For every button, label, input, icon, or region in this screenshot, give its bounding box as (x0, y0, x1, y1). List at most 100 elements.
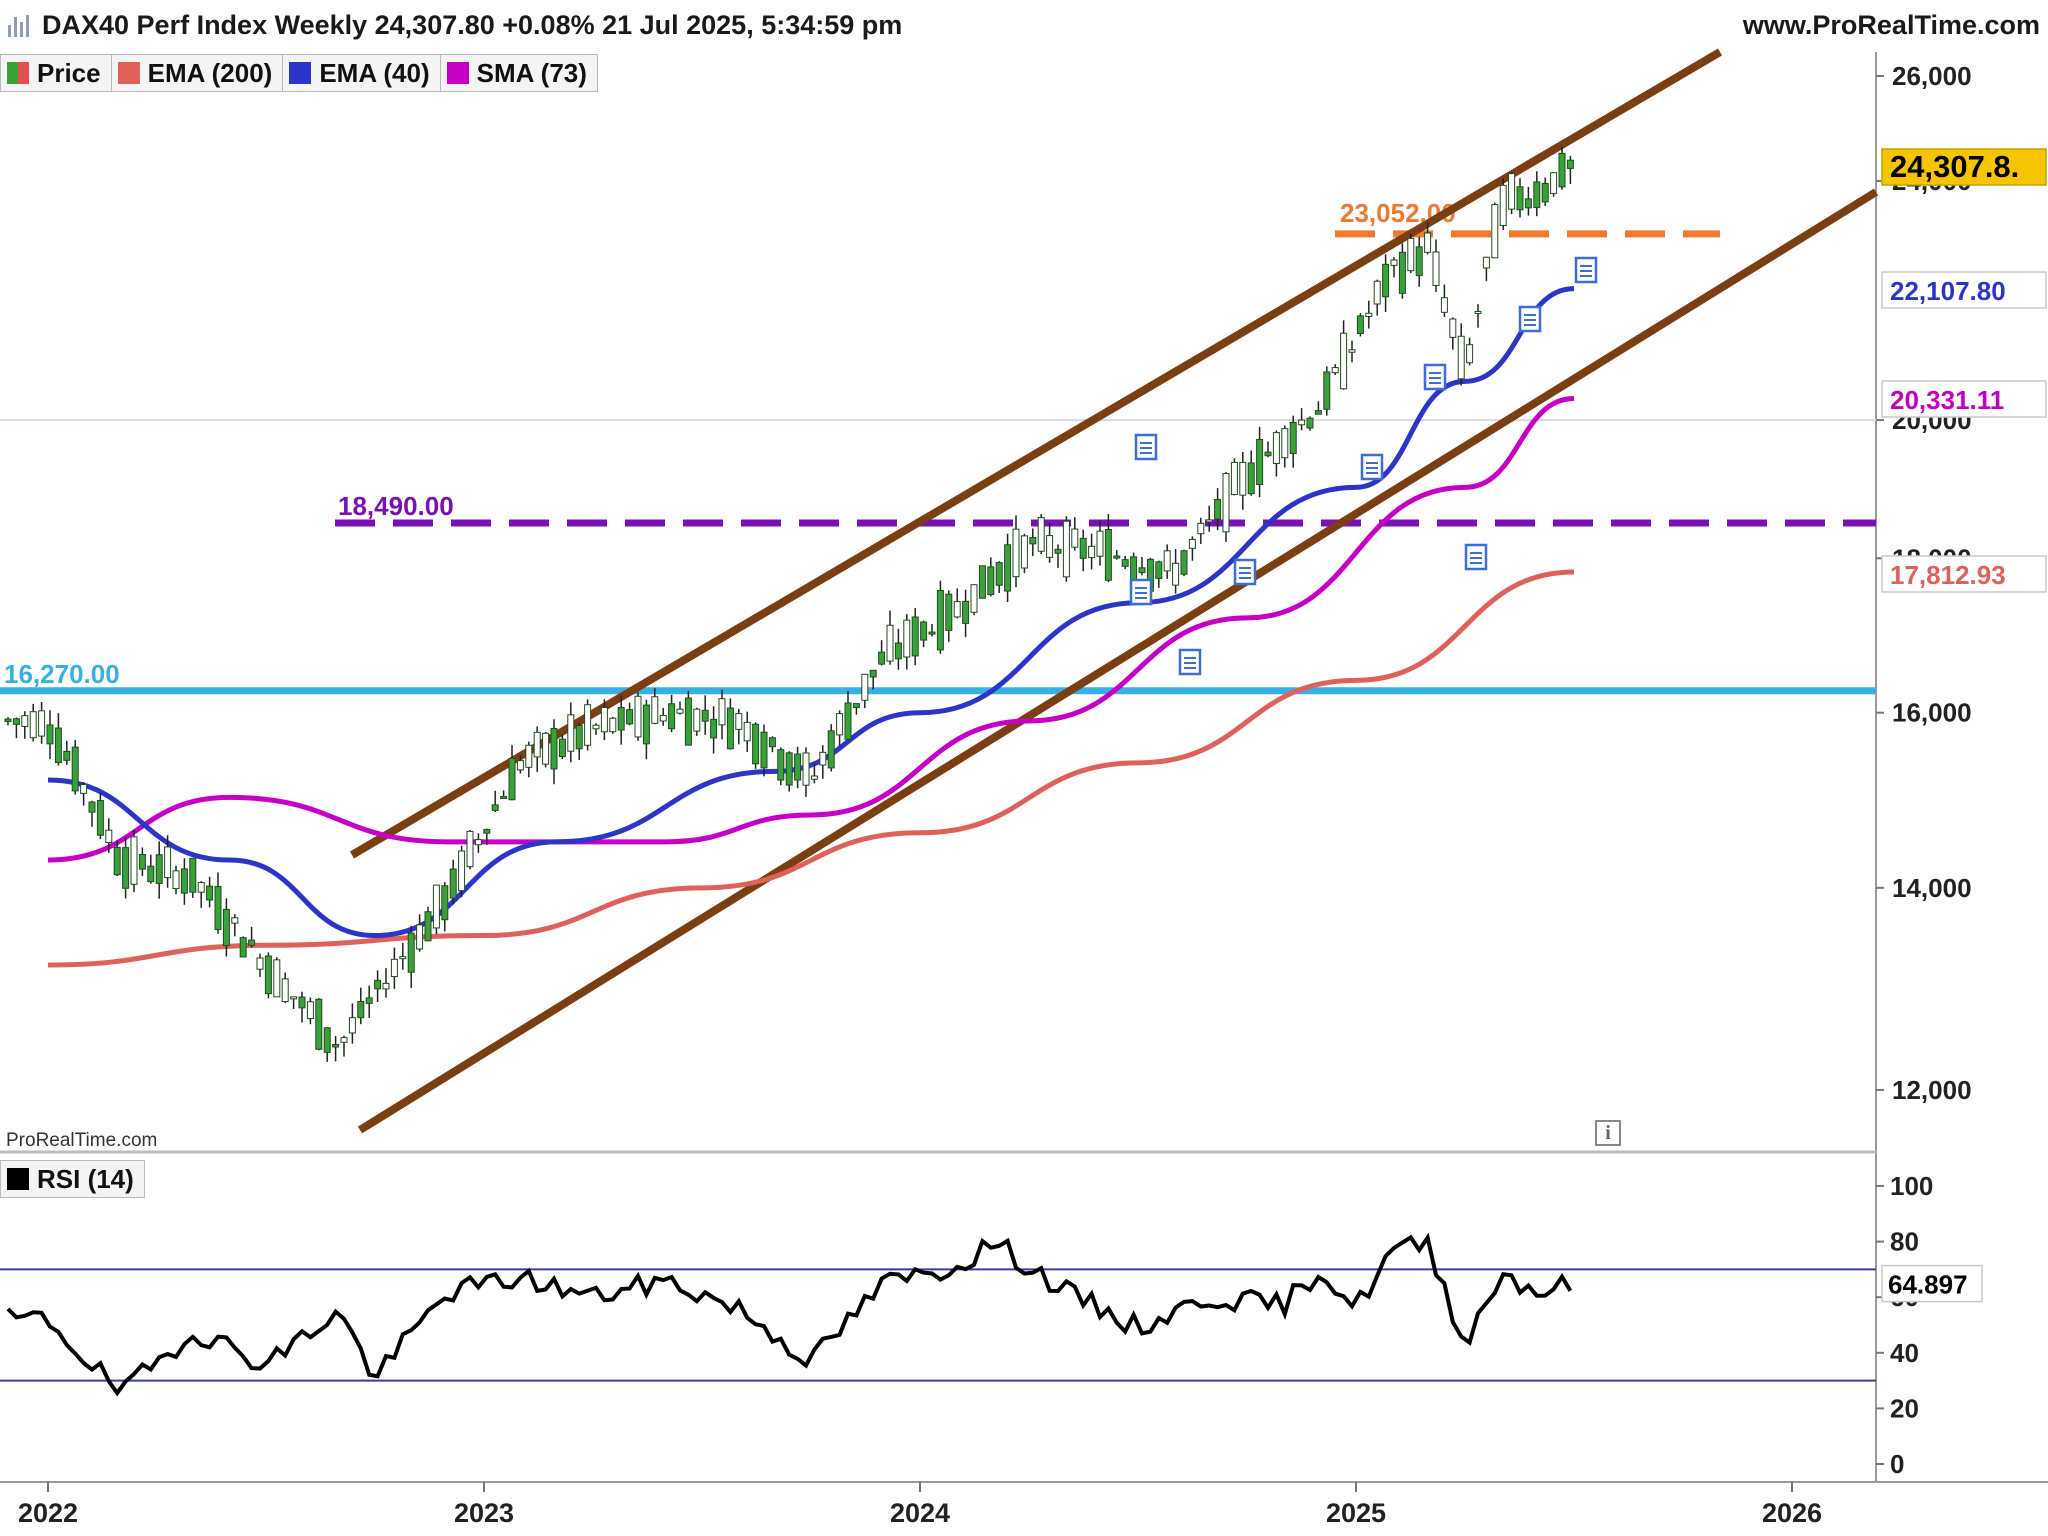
info-icon[interactable]: i (1595, 1120, 1621, 1146)
candle-body (1356, 315, 1364, 334)
candle-body (676, 708, 684, 714)
candle-body (80, 783, 88, 794)
candle-body (525, 744, 533, 768)
candle-body (1306, 417, 1314, 429)
candle-body (164, 846, 172, 879)
candle-body (936, 590, 944, 651)
rsi-tick-label: 80 (1890, 1227, 1919, 1257)
candle-body (743, 721, 751, 742)
candle-body (844, 702, 852, 740)
candle-body (1566, 159, 1574, 169)
ema200-swatch-icon (117, 62, 140, 84)
candle-body (752, 723, 760, 765)
candle-body (911, 616, 919, 657)
price-tick-label: 26,000 (1892, 61, 1972, 91)
candle-body (1466, 344, 1474, 364)
candle-body (550, 727, 558, 770)
candle-body (1550, 172, 1558, 194)
candle-body (180, 868, 188, 894)
document-marker-icon (1233, 558, 1257, 586)
candle-body (96, 800, 104, 836)
time-tick-label: 2023 (454, 1498, 514, 1528)
candle-body (995, 562, 1003, 586)
candle-body (794, 753, 802, 781)
legend-label: EMA (40) (319, 57, 430, 88)
candle-body (46, 724, 54, 745)
candle-body (928, 631, 936, 635)
candle-body (634, 695, 642, 738)
candle-body (407, 932, 415, 973)
price-tick-label: 12,000 (1892, 1075, 1972, 1105)
candle-body (130, 836, 138, 885)
rsi-swatch-icon (7, 1168, 29, 1190)
candle-body (231, 917, 239, 924)
candle-body (1020, 535, 1028, 569)
candle-body (491, 804, 499, 811)
candle-body (1096, 530, 1104, 557)
candle-body (1222, 473, 1230, 533)
candle-body (1004, 544, 1012, 592)
price-tag-label: 17,812.93 (1890, 560, 2006, 590)
legend-item-ema40[interactable]: EMA (40) (283, 55, 441, 91)
candle-body (458, 850, 466, 892)
document-marker-icon (1574, 256, 1598, 284)
candle-body (323, 1027, 331, 1053)
candle-body (1382, 263, 1390, 298)
candle-body (1524, 198, 1532, 209)
candle-body (340, 1037, 348, 1043)
candle-body (63, 750, 71, 761)
chart-title: DAX40 Perf Index Weekly 24,307.80 +0.08%… (42, 10, 903, 40)
candle-body (1163, 550, 1171, 572)
candle-body (1491, 204, 1499, 259)
candle-body (1298, 419, 1306, 426)
candle-body (1373, 280, 1381, 305)
candle-body (810, 775, 818, 780)
level-label: 16,270.00 (4, 659, 120, 689)
candle-body (222, 908, 230, 947)
candle-body (1062, 520, 1070, 578)
candle-body (584, 704, 592, 746)
candle-body (1130, 556, 1138, 582)
candle-body (802, 752, 810, 786)
candle-body (987, 566, 995, 596)
rsi-tick-label: 100 (1890, 1171, 1933, 1201)
document-marker-icon (1423, 363, 1447, 391)
ema200-line (47, 569, 1575, 968)
sma73-swatch-icon (446, 62, 469, 84)
candle-body (1407, 237, 1415, 272)
legend-item-ema200[interactable]: EMA (200) (112, 55, 284, 91)
candle-body (449, 868, 457, 899)
legend-item-sma73[interactable]: SMA (73) (441, 55, 597, 91)
legend-item-price[interactable]: Price (1, 55, 112, 91)
legend-item-rsi[interactable]: RSI (14) (1, 1161, 144, 1197)
candle-body (1046, 535, 1054, 558)
document-marker-icon (1360, 453, 1384, 481)
level-label: 18,490.00 (338, 491, 454, 521)
site-url[interactable]: www.ProRealTime.com (1742, 10, 2040, 40)
candle-body (1272, 432, 1280, 465)
candle-body (332, 1044, 340, 1048)
candle-body (1449, 318, 1457, 338)
candle-body (659, 714, 667, 722)
candle-body (1457, 335, 1465, 380)
candle-body (516, 760, 524, 771)
candle-body (357, 1001, 365, 1019)
candle-body (1516, 186, 1524, 211)
candles (4, 146, 1574, 1062)
chart-type-icon[interactable] (8, 13, 30, 37)
candle-body (1415, 246, 1423, 277)
candle-body (726, 707, 734, 750)
candle-body (1113, 555, 1121, 559)
time-tick-label: 2024 (890, 1498, 950, 1528)
candle-body (1205, 519, 1213, 523)
price-tag (1881, 271, 2047, 309)
candle-body (374, 979, 382, 990)
candle-body (827, 730, 835, 769)
rsi-tick-label: 0 (1890, 1449, 1904, 1479)
legend-label: Price (37, 57, 101, 88)
candle-body (1390, 259, 1398, 266)
candle-body (365, 997, 373, 1004)
candle-body (1180, 550, 1188, 575)
price-tick-label: 14,000 (1892, 873, 1972, 903)
candle-body (189, 857, 197, 893)
